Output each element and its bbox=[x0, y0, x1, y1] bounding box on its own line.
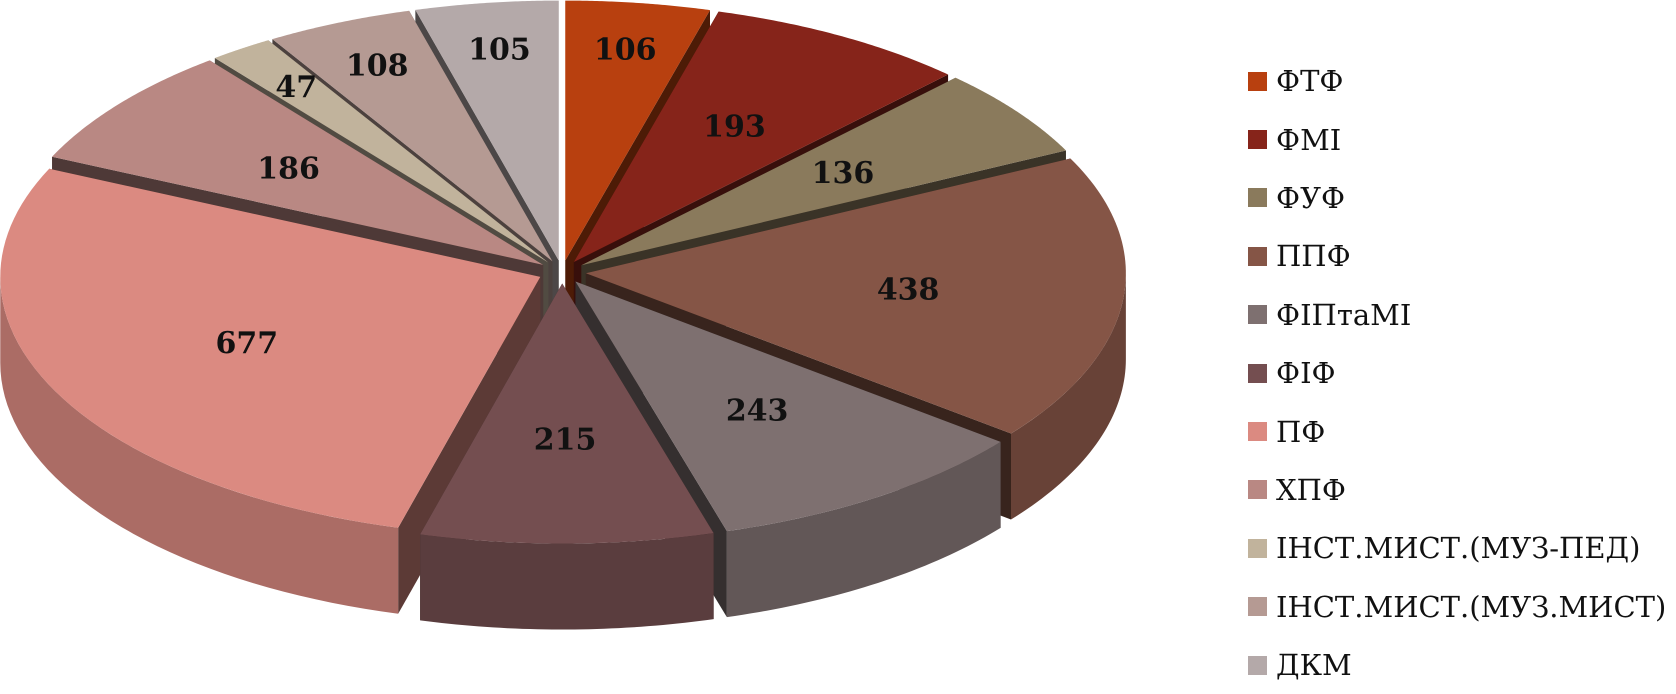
legend-swatch bbox=[1248, 480, 1267, 500]
legend-swatch bbox=[1248, 655, 1267, 675]
legend-label: ФІФ bbox=[1276, 356, 1336, 391]
legend-label: ФМІ bbox=[1276, 122, 1342, 157]
data-label: 677 bbox=[216, 326, 279, 361]
slice-2 bbox=[581, 77, 1066, 266]
legend-item: ППФ bbox=[1248, 227, 1668, 285]
data-label: 106 bbox=[594, 32, 657, 67]
legend-item: ФІФ bbox=[1248, 344, 1668, 402]
slice-outer-wall bbox=[1010, 273, 1126, 520]
legend-label: ХПФ bbox=[1276, 472, 1347, 507]
slice-4 bbox=[575, 281, 1001, 532]
slice-tops-layer bbox=[0, 0, 1126, 544]
data-label: 186 bbox=[257, 151, 320, 186]
slice-6 bbox=[0, 168, 541, 528]
legend-swatch bbox=[1248, 130, 1267, 150]
slice-7 bbox=[52, 60, 544, 265]
legend-label: ППФ bbox=[1276, 239, 1351, 274]
legend-swatch bbox=[1248, 363, 1267, 383]
pie-plot-area: 106 193 136 438 243 215 677 186 47 108 105 bbox=[0, 0, 1126, 630]
legend-item: ІНСТ.МИСТ.(МУЗ-ПЕД) bbox=[1248, 519, 1668, 577]
data-label: 215 bbox=[534, 423, 597, 458]
slice-1 bbox=[573, 11, 949, 262]
legend-item: ДКМ bbox=[1248, 636, 1668, 694]
legend-swatch bbox=[1248, 71, 1267, 91]
legend-item: ФІПтаМІ bbox=[1248, 286, 1668, 344]
legend-label: ФТФ bbox=[1276, 64, 1344, 99]
legend-item: ПФ bbox=[1248, 402, 1668, 460]
legend-item: ФТФ bbox=[1248, 52, 1668, 110]
legend-label: ДКМ bbox=[1276, 648, 1352, 683]
slice-8 bbox=[214, 40, 549, 263]
legend-swatch bbox=[1248, 188, 1267, 208]
slice-9 bbox=[272, 10, 553, 262]
slice-5 bbox=[420, 283, 714, 544]
data-label: 193 bbox=[703, 109, 766, 144]
legend-item: ФМІ bbox=[1248, 110, 1668, 168]
legend-swatch bbox=[1248, 422, 1267, 442]
legend-label: ІНСТ.МИСТ.(МУЗ-ПЕД) bbox=[1276, 531, 1641, 566]
legend-label: ПФ bbox=[1276, 414, 1326, 449]
legend-item: ХПФ bbox=[1248, 461, 1668, 519]
legend-label: ФУФ bbox=[1276, 180, 1346, 215]
legend-item: ІНСТ.МИСТ.(МУЗ.МИСТ) bbox=[1248, 578, 1668, 636]
data-label: 136 bbox=[812, 156, 875, 191]
legend-label: ФІПтаМІ bbox=[1276, 297, 1412, 332]
data-labels-layer: 106 193 136 438 243 215 677 186 47 108 105 bbox=[216, 32, 940, 457]
legend-swatch bbox=[1248, 246, 1267, 266]
data-label: 47 bbox=[275, 70, 317, 105]
slice-3 bbox=[585, 158, 1126, 434]
data-label: 108 bbox=[346, 49, 409, 84]
slice-outer-wall bbox=[420, 533, 714, 630]
legend-swatch bbox=[1248, 305, 1267, 325]
data-label: 243 bbox=[726, 394, 789, 429]
slice-outer-wall bbox=[0, 276, 399, 614]
slice-0 bbox=[565, 0, 711, 261]
legend-swatch bbox=[1248, 538, 1267, 558]
pie-chart: 106 193 136 438 243 215 677 186 47 108 105 ФТФ ФМІ… bbox=[0, 0, 1666, 682]
slice-outer-wall bbox=[726, 441, 1001, 618]
legend: ФТФ ФМІ ФУФ ППФ ФІПтаМІ ФІФ ПФ ХПФ ІНСТ.… bbox=[1248, 52, 1668, 694]
data-label: 105 bbox=[468, 32, 531, 67]
data-label: 438 bbox=[877, 272, 940, 307]
legend-label: ІНСТ.МИСТ.(МУЗ.МИСТ) bbox=[1276, 589, 1667, 624]
legend-swatch bbox=[1248, 597, 1267, 617]
slice-10 bbox=[415, 0, 559, 261]
legend-item: ФУФ bbox=[1248, 169, 1668, 227]
